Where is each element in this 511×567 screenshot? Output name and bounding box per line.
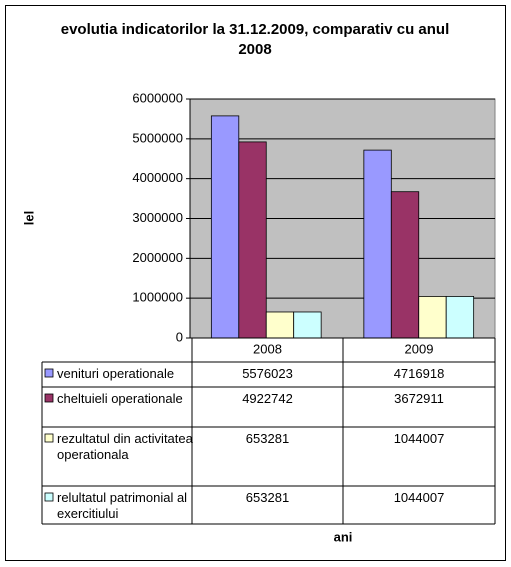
x-axis-label: ani: [334, 529, 353, 544]
legend-label: relultatul patrimonial al exercitiului: [57, 490, 188, 521]
table-value: 5576023: [242, 366, 293, 381]
bar: [363, 149, 392, 339]
x-tick-label: 2009: [405, 341, 434, 356]
y-tick-label: 1000000: [132, 290, 183, 305]
y-tick-label: 3000000: [132, 210, 183, 225]
y-tick-label: 4000000: [132, 170, 183, 185]
legend-key: [44, 368, 54, 378]
bar: [238, 141, 267, 339]
bar: [210, 115, 240, 339]
bar: [418, 296, 447, 339]
x-tick-label: 2008: [253, 341, 282, 356]
y-tick-label: 6000000: [132, 90, 183, 105]
chart-title: evolutia indicatorilor la 31.12.2009, co…: [60, 21, 450, 58]
y-tick-label: 2000000: [132, 250, 183, 265]
table-value: 4922742: [242, 391, 293, 406]
legend-label: venituri operationale: [57, 366, 175, 381]
y-tick-label: 0: [176, 329, 183, 344]
y-axis-label: lel: [21, 211, 36, 225]
legend-key: [44, 393, 54, 403]
bar: [445, 296, 475, 339]
table-value: 4716918: [393, 366, 445, 381]
legend-label: cheltuieli operationale: [57, 391, 183, 406]
table-value: 1044007: [393, 431, 445, 446]
table-value: 3672911: [394, 391, 444, 406]
table-value: 1044007: [393, 490, 445, 505]
y-tick-label: 5000000: [132, 130, 183, 145]
legend-label: rezultatul din activitatea operationala: [57, 431, 193, 462]
table-value: 653281: [245, 490, 290, 505]
bar: [265, 311, 295, 339]
bar: [293, 311, 322, 339]
legend-key: [44, 492, 54, 502]
legend-key: [44, 433, 54, 443]
table-value: 653281: [245, 431, 290, 446]
bar: [390, 191, 420, 339]
